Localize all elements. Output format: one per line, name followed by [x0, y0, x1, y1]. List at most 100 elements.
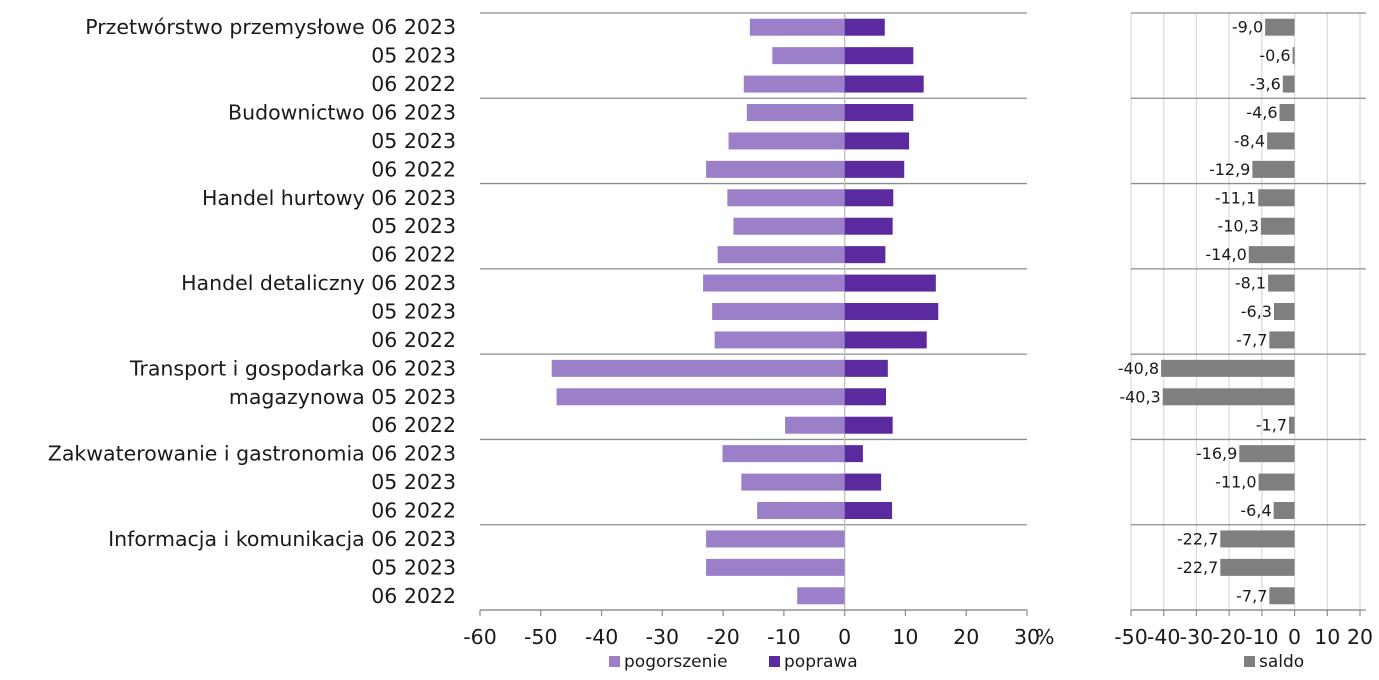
- bar-pogorszenie-15: [722, 445, 845, 463]
- bar-saldo-18: [1220, 530, 1295, 548]
- bar-pogorszenie-8: [717, 246, 845, 264]
- saldo-value-label: -14,0: [1205, 245, 1246, 264]
- bar-saldo-0: [1265, 18, 1295, 36]
- saldo-value-label: -22,7: [1177, 558, 1218, 577]
- bar-saldo-4: [1267, 132, 1295, 150]
- x-tick-label: -50: [524, 625, 557, 649]
- bar-poprawa-12: [844, 359, 888, 377]
- category-label: 05 2023: [371, 555, 456, 579]
- saldo-value-label: -6,4: [1240, 501, 1271, 520]
- x-tick-label: -20: [706, 625, 739, 649]
- category-label: 05 2023: [371, 300, 456, 324]
- saldo-value-label: -8,4: [1234, 131, 1265, 150]
- x-tick-label: -30: [646, 625, 679, 649]
- saldo-value-label: -12,9: [1209, 160, 1250, 179]
- bar-saldo-2: [1282, 75, 1295, 93]
- legend-swatch-pogorszenie: [609, 656, 620, 667]
- x-tick-label: -30: [1180, 625, 1213, 649]
- x-tick-label: -40: [585, 625, 618, 649]
- x-tick-label: 20: [1347, 625, 1373, 649]
- category-label: Handel detaliczny 06 2023: [181, 271, 456, 295]
- saldo-value-label: -22,7: [1177, 529, 1218, 548]
- bar-pogorszenie-3: [746, 104, 845, 121]
- bar-pogorszenie-0: [749, 18, 845, 36]
- x-tick-label: -60: [463, 625, 496, 649]
- bar-pogorszenie-11: [714, 331, 845, 349]
- category-label: 05 2023: [371, 214, 456, 238]
- bar-poprawa-7: [844, 217, 893, 235]
- bar-saldo-7: [1260, 217, 1295, 235]
- category-label: Informacja i komunikacja 06 2023: [108, 527, 456, 551]
- saldo-value-label: -11,1: [1215, 188, 1256, 207]
- saldo-value-label: -0,6: [1259, 46, 1290, 65]
- bar-saldo-8: [1248, 246, 1295, 264]
- bar-pogorszenie-12: [551, 359, 845, 377]
- category-label: 06 2022: [371, 584, 456, 608]
- saldo-value-label: -8,1: [1235, 274, 1266, 293]
- legend-swatch-saldo: [1244, 656, 1255, 667]
- saldo-value-label: -4,6: [1246, 103, 1277, 122]
- left-panel: Przetwórstwo przemysłowe 06 2023 05 2023 0…: [48, 12, 1054, 672]
- bar-saldo-9: [1268, 274, 1295, 292]
- category-label: 06 2022: [371, 72, 456, 96]
- bar-poprawa-10: [844, 303, 939, 320]
- x-tick-label: -20: [1212, 625, 1245, 649]
- bar-saldo-19: [1220, 558, 1295, 576]
- category-label: Budownictwo 06 2023: [228, 101, 456, 125]
- bar-poprawa-11: [844, 331, 927, 349]
- category-label: magazynowa 05 2023: [229, 385, 456, 409]
- category-label: 06 2022: [371, 413, 456, 437]
- bar-saldo-17: [1273, 502, 1295, 519]
- bar-poprawa-8: [844, 246, 886, 264]
- saldo-data-labels: -9,0 -0,6 -3,6 -4,6 -8,4 -12,9 -11,1 -10,3 -14,0…: [1118, 18, 1291, 606]
- bar-pogorszenie-16: [741, 473, 845, 491]
- bar-poprawa-3: [844, 104, 914, 121]
- saldo-value-label: -16,9: [1196, 444, 1237, 463]
- bar-saldo-20: [1269, 587, 1295, 605]
- bar-poprawa-5: [844, 160, 905, 178]
- saldo-value-label: -7,7: [1236, 586, 1267, 605]
- category-label: 06 2022: [371, 157, 456, 181]
- bar-saldo-14: [1289, 416, 1295, 434]
- saldo-value-label: -3,6: [1250, 75, 1281, 94]
- saldo-value-label: -40,3: [1119, 387, 1160, 406]
- category-label: Handel hurtowy 06 2023: [202, 186, 456, 210]
- bar-poprawa-2: [844, 75, 924, 93]
- x-tick-label: 10: [892, 625, 918, 649]
- bar-saldo-11: [1269, 331, 1295, 349]
- category-label: Zakwaterowanie i gastronomia 06 2023: [48, 442, 456, 466]
- saldo-value-label: -10,3: [1217, 217, 1258, 236]
- x-tick-label: 20: [953, 625, 979, 649]
- bar-pogorszenie-2: [743, 75, 845, 93]
- saldo-value-label: -6,3: [1241, 302, 1272, 321]
- bar-saldo-16: [1258, 473, 1295, 491]
- left-x-axis: -60 -50 -40 -30 -20 -10 0 10 20 30%: [463, 609, 1054, 649]
- saldo-value-label: -7,7: [1236, 330, 1267, 349]
- bar-poprawa-16: [844, 473, 882, 491]
- bar-pogorszenie-14: [785, 416, 845, 434]
- bar-pogorszenie-18: [706, 530, 845, 548]
- right-x-axis: -50 -40 -30 -20 -10 0 10 20: [1114, 609, 1373, 649]
- bar-poprawa-17: [844, 502, 893, 519]
- legend-label-saldo: saldo: [1259, 652, 1304, 672]
- category-label: 05 2023: [371, 44, 456, 68]
- x-tick-label: 30: [1014, 625, 1040, 649]
- category-label: 06 2022: [371, 243, 456, 267]
- legend-label-pogorszenie: pogorszenie: [624, 652, 728, 672]
- bar-poprawa-9: [844, 274, 936, 292]
- right-legend: saldo: [1244, 652, 1304, 672]
- category-labels: Przetwórstwo przemysłowe 06 2023 05 2023 0…: [48, 15, 456, 608]
- x-tick-label: 0: [1288, 625, 1301, 649]
- x-tick-label: -50: [1114, 625, 1147, 649]
- x-tick-label: 0: [838, 625, 851, 649]
- bar-pogorszenie-5: [706, 160, 845, 178]
- saldo-value-label: -40,8: [1118, 359, 1159, 378]
- bar-pogorszenie-9: [703, 274, 845, 292]
- bar-poprawa-6: [844, 189, 894, 207]
- bar-saldo-10: [1273, 303, 1295, 320]
- bar-pogorszenie-1: [772, 47, 845, 65]
- bar-saldo-3: [1279, 104, 1295, 121]
- bar-pogorszenie-4: [728, 132, 845, 150]
- bar-pogorszenie-7: [733, 217, 845, 235]
